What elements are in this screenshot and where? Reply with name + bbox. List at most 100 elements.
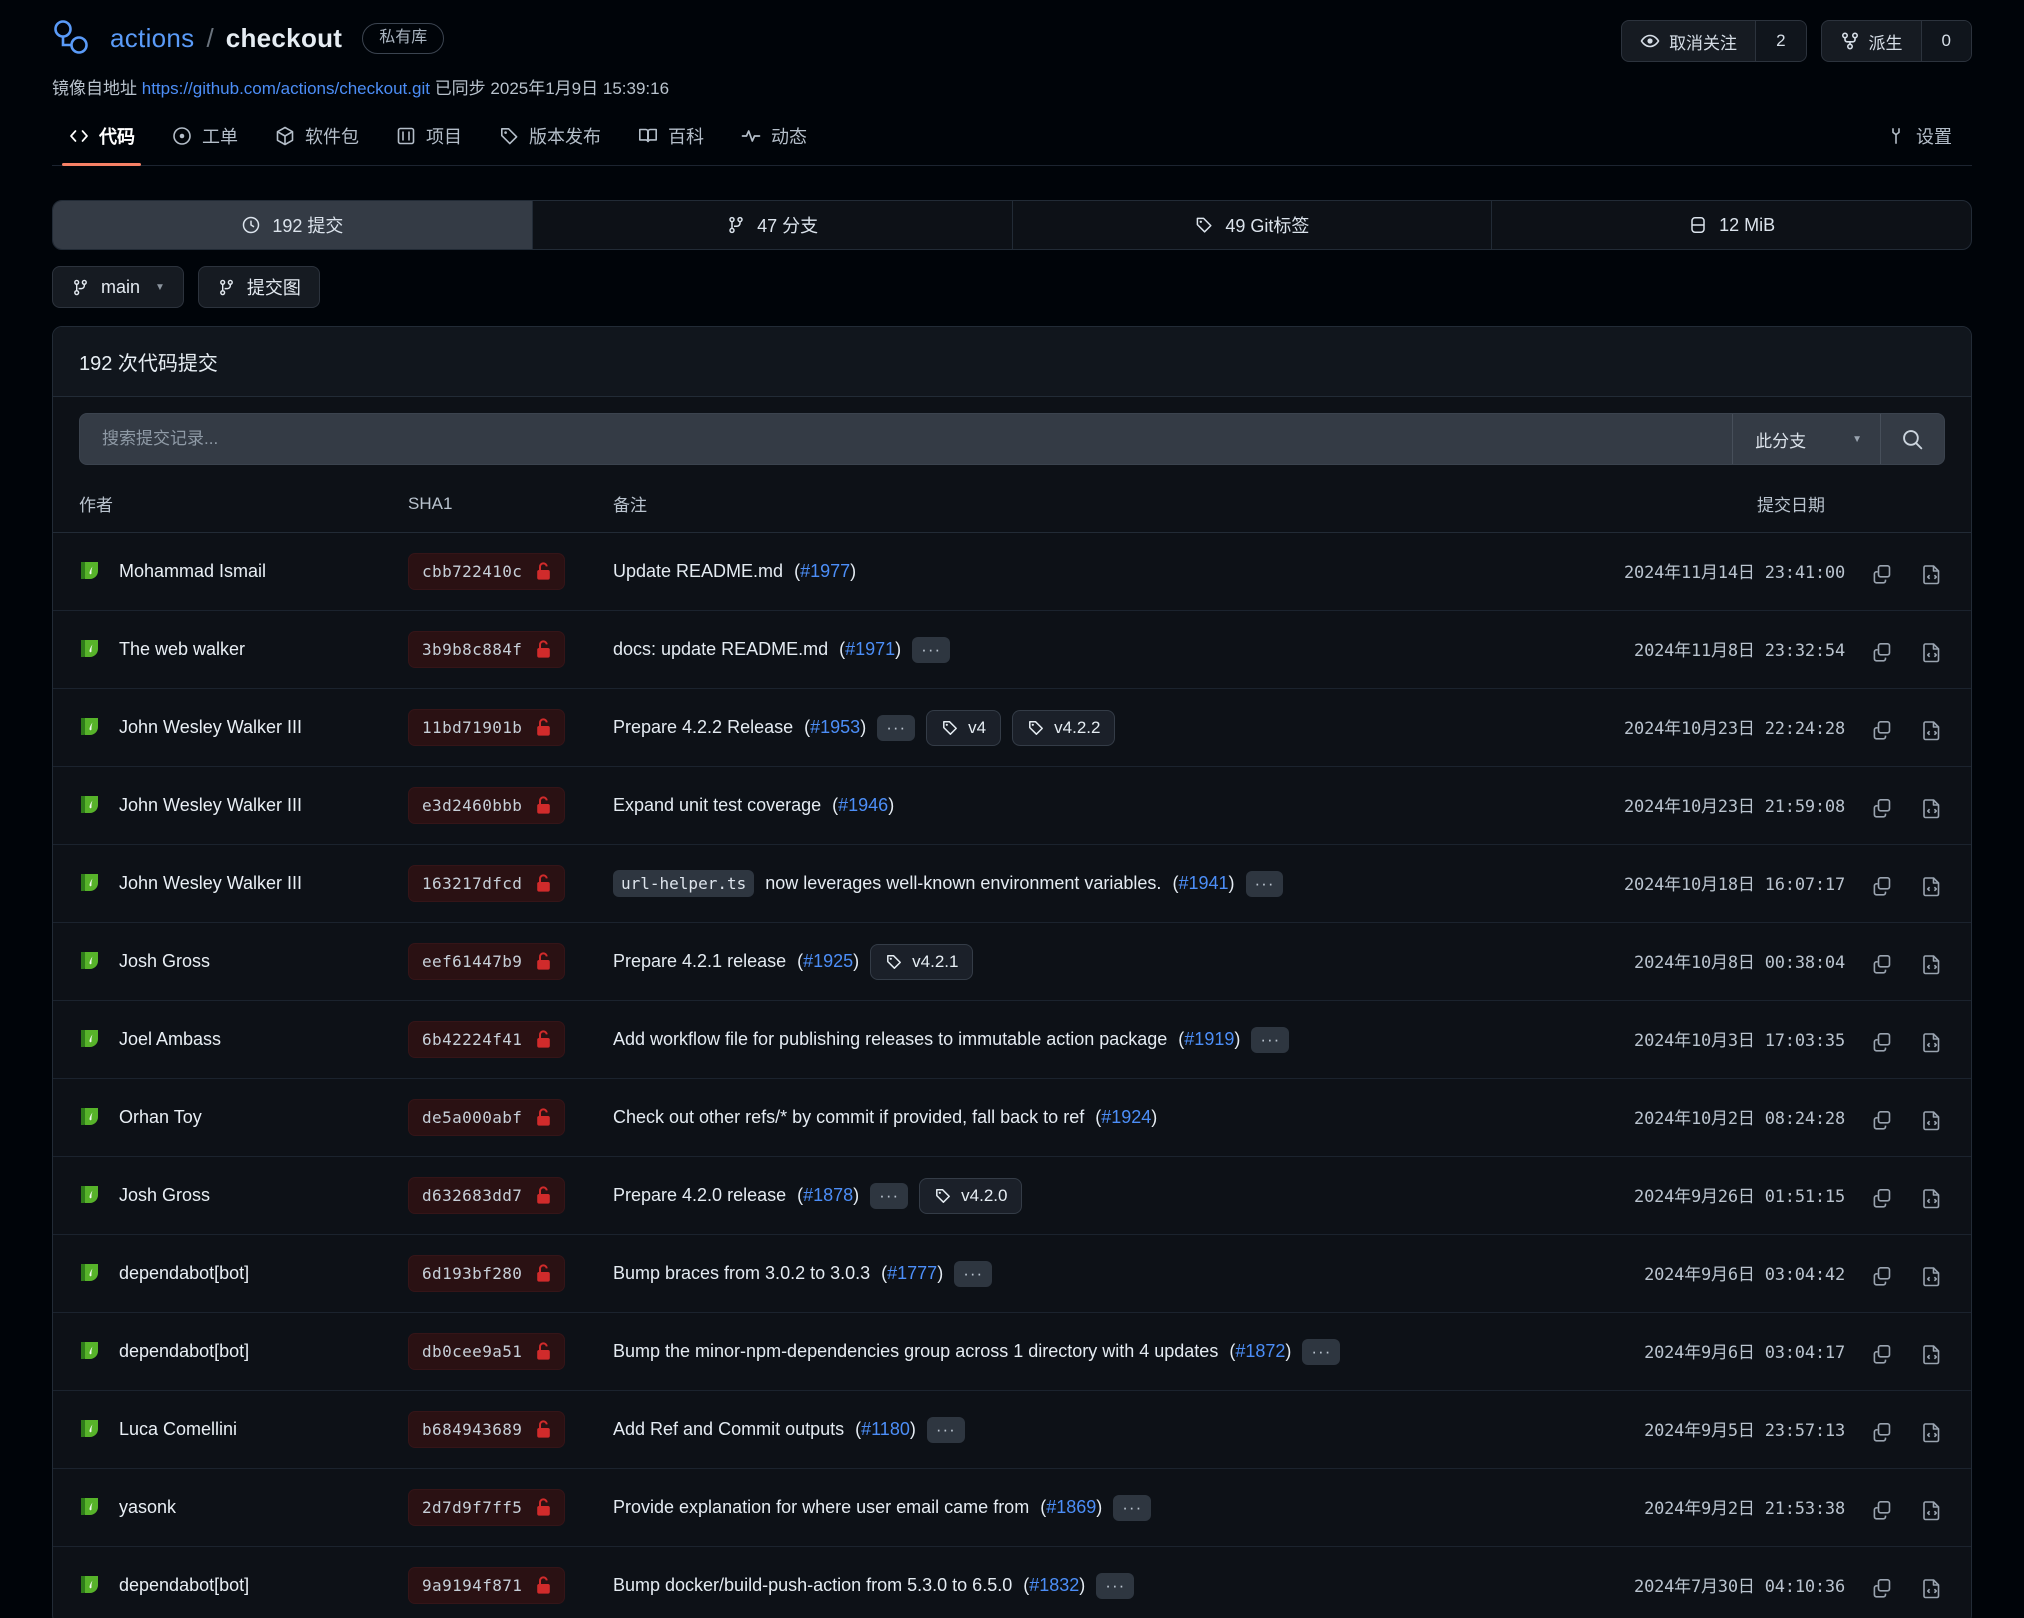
author-name[interactable]: The web walker bbox=[119, 639, 246, 659]
commit-message[interactable]: Prepare 4.2.2 Release bbox=[613, 717, 794, 737]
file-code-icon[interactable] bbox=[1921, 875, 1943, 897]
copy-icon[interactable] bbox=[1871, 641, 1893, 663]
expand-message-button[interactable]: ··· bbox=[1245, 870, 1284, 897]
author-name[interactable]: Luca Comellini bbox=[119, 1419, 238, 1439]
table-row[interactable]: Josh Gross eef61447b9 Prepare 4.2.1 releas… bbox=[53, 923, 1971, 1001]
expand-message-button[interactable]: ··· bbox=[912, 636, 951, 663]
file-code-icon[interactable] bbox=[1921, 1187, 1943, 1209]
tab-wiki[interactable]: 百科 bbox=[621, 117, 724, 165]
tab-packages[interactable]: 软件包 bbox=[258, 117, 379, 165]
commit-message[interactable]: Bump the minor-npm-dependencies group ac… bbox=[613, 1341, 1219, 1361]
commit-pr-link[interactable]: (#1941) bbox=[1172, 873, 1235, 893]
commit-message[interactable]: Bump docker/build-push-action from 5.3.0… bbox=[613, 1575, 1013, 1595]
commit-pr-link[interactable]: (#1946) bbox=[832, 795, 895, 815]
file-code-icon[interactable] bbox=[1921, 1577, 1943, 1599]
fork-count[interactable]: 0 bbox=[1920, 21, 1971, 61]
table-row[interactable]: Josh Gross d632683dd7 Prepare 4.2.0 releas… bbox=[53, 1157, 1971, 1235]
copy-icon[interactable] bbox=[1871, 797, 1893, 819]
author-name[interactable]: John Wesley Walker III bbox=[119, 795, 303, 815]
table-row[interactable]: Orhan Toy de5a000abf Check out other refs/… bbox=[53, 1079, 1971, 1157]
copy-icon[interactable] bbox=[1871, 1343, 1893, 1365]
author-name[interactable]: dependabot[bot] bbox=[119, 1575, 250, 1595]
table-row[interactable]: John Wesley Walker III 11bd71901b Prepare … bbox=[53, 689, 1971, 767]
file-code-icon[interactable] bbox=[1921, 1265, 1943, 1287]
sha-chip[interactable]: e3d2460bbb bbox=[408, 787, 566, 824]
file-code-icon[interactable] bbox=[1921, 641, 1943, 663]
stat-commits[interactable]: 192 提交 bbox=[53, 201, 533, 249]
commit-message[interactable]: Update README.md bbox=[613, 561, 784, 581]
commit-message[interactable]: Provide explanation for where user email… bbox=[613, 1497, 1030, 1517]
file-code-icon[interactable] bbox=[1921, 797, 1943, 819]
tab-settings[interactable]: 设置 bbox=[1869, 117, 1972, 165]
commit-pr-link[interactable]: (#1919) bbox=[1178, 1029, 1241, 1049]
author-name[interactable]: Joel Ambass bbox=[119, 1029, 222, 1049]
author-name[interactable]: John Wesley Walker III bbox=[119, 873, 303, 893]
copy-icon[interactable] bbox=[1871, 719, 1893, 741]
copy-icon[interactable] bbox=[1871, 1031, 1893, 1053]
commit-pr-link[interactable]: (#1832) bbox=[1023, 1575, 1086, 1595]
author-name[interactable]: Mohammad Ismail bbox=[119, 561, 267, 581]
commit-message[interactable]: Bump braces from 3.0.2 to 3.0.3 bbox=[613, 1263, 871, 1283]
commit-pr-link[interactable]: (#1971) bbox=[839, 639, 902, 659]
watch-button[interactable]: 取消关注 2 bbox=[1621, 20, 1807, 62]
tab-activity[interactable]: 动态 bbox=[724, 117, 827, 165]
expand-message-button[interactable]: ··· bbox=[954, 1260, 993, 1287]
tag-chip[interactable]: v4.2.1 bbox=[870, 943, 974, 980]
file-code-icon[interactable] bbox=[1921, 1109, 1943, 1131]
commit-pr-link[interactable]: (#1977) bbox=[794, 561, 857, 581]
file-code-icon[interactable] bbox=[1921, 1343, 1943, 1365]
commit-pr-link[interactable]: (#1869) bbox=[1040, 1497, 1103, 1517]
copy-icon[interactable] bbox=[1871, 563, 1893, 585]
author-name[interactable]: Josh Gross bbox=[119, 1185, 211, 1205]
search-submit-button[interactable] bbox=[1880, 414, 1944, 464]
stat-size[interactable]: 12 MiB bbox=[1492, 201, 1971, 249]
sha-chip[interactable]: 11bd71901b bbox=[408, 709, 566, 746]
tag-chip[interactable]: v4.2.0 bbox=[919, 1177, 1023, 1214]
branch-selector[interactable]: main ▼ bbox=[52, 266, 184, 308]
file-code-icon[interactable] bbox=[1921, 563, 1943, 585]
commit-message[interactable]: docs: update README.md bbox=[613, 639, 829, 659]
expand-message-button[interactable]: ··· bbox=[870, 1182, 909, 1209]
expand-message-button[interactable]: ··· bbox=[1251, 1026, 1290, 1053]
sha-chip[interactable]: 3b9b8c884f bbox=[408, 631, 566, 668]
table-row[interactable]: dependabot[bot] 6d193bf280 Bump braces fro… bbox=[53, 1235, 1971, 1313]
author-name[interactable]: dependabot[bot] bbox=[119, 1263, 250, 1283]
fork-button[interactable]: 派生 0 bbox=[1820, 20, 1972, 62]
author-name[interactable]: Josh Gross bbox=[119, 951, 211, 971]
expand-message-button[interactable]: ··· bbox=[877, 714, 916, 741]
commit-message[interactable]: Check out other refs/* by commit if prov… bbox=[613, 1107, 1085, 1127]
sha-chip[interactable]: db0cee9a51 bbox=[408, 1333, 566, 1370]
file-code-icon[interactable] bbox=[1921, 1031, 1943, 1053]
sha-chip[interactable]: 163217dfcd bbox=[408, 865, 566, 902]
commit-graph-button[interactable]: 提交图 bbox=[197, 266, 320, 308]
commit-pr-link[interactable]: (#1953) bbox=[804, 717, 867, 737]
commit-message[interactable]: Prepare 4.2.0 release bbox=[613, 1185, 787, 1205]
commit-pr-link[interactable]: (#1180) bbox=[855, 1419, 916, 1439]
table-row[interactable]: dependabot[bot] 9a9194f871 Bump docker/bui… bbox=[53, 1547, 1971, 1618]
copy-icon[interactable] bbox=[1871, 1499, 1893, 1521]
copy-icon[interactable] bbox=[1871, 1421, 1893, 1443]
repo-owner-link[interactable]: actions bbox=[110, 22, 195, 53]
stat-tags[interactable]: 49 Git标签 bbox=[1013, 201, 1493, 249]
copy-icon[interactable] bbox=[1871, 875, 1893, 897]
commit-pr-link[interactable]: (#1924) bbox=[1095, 1107, 1158, 1127]
watch-count[interactable]: 2 bbox=[1755, 21, 1806, 61]
commit-message[interactable]: Add workflow file for publishing release… bbox=[613, 1029, 1168, 1049]
sha-chip[interactable]: d632683dd7 bbox=[408, 1177, 566, 1214]
sha-chip[interactable]: eef61447b9 bbox=[408, 943, 566, 980]
author-name[interactable]: John Wesley Walker III bbox=[119, 717, 303, 737]
author-name[interactable]: dependabot[bot] bbox=[119, 1341, 250, 1361]
table-row[interactable]: Luca Comellini b684943689 Add Ref and Comm… bbox=[53, 1391, 1971, 1469]
commit-pr-link[interactable]: (#1872) bbox=[1229, 1341, 1292, 1361]
tab-code[interactable]: 代码 bbox=[52, 117, 155, 166]
author-name[interactable]: Orhan Toy bbox=[119, 1107, 202, 1127]
copy-icon[interactable] bbox=[1871, 1109, 1893, 1131]
mirror-url-link[interactable]: https://github.com/actions/checkout.git bbox=[141, 79, 430, 98]
file-code-icon[interactable] bbox=[1921, 1421, 1943, 1443]
tag-chip[interactable]: v4 bbox=[926, 709, 1002, 746]
repo-name-link[interactable]: checkout bbox=[225, 22, 343, 53]
table-row[interactable]: yasonk 2d7d9f7ff5 Provide explanation for … bbox=[53, 1469, 1971, 1547]
copy-icon[interactable] bbox=[1871, 953, 1893, 975]
expand-message-button[interactable]: ··· bbox=[1302, 1338, 1341, 1365]
sha-chip[interactable]: 6b42224f41 bbox=[408, 1021, 566, 1058]
